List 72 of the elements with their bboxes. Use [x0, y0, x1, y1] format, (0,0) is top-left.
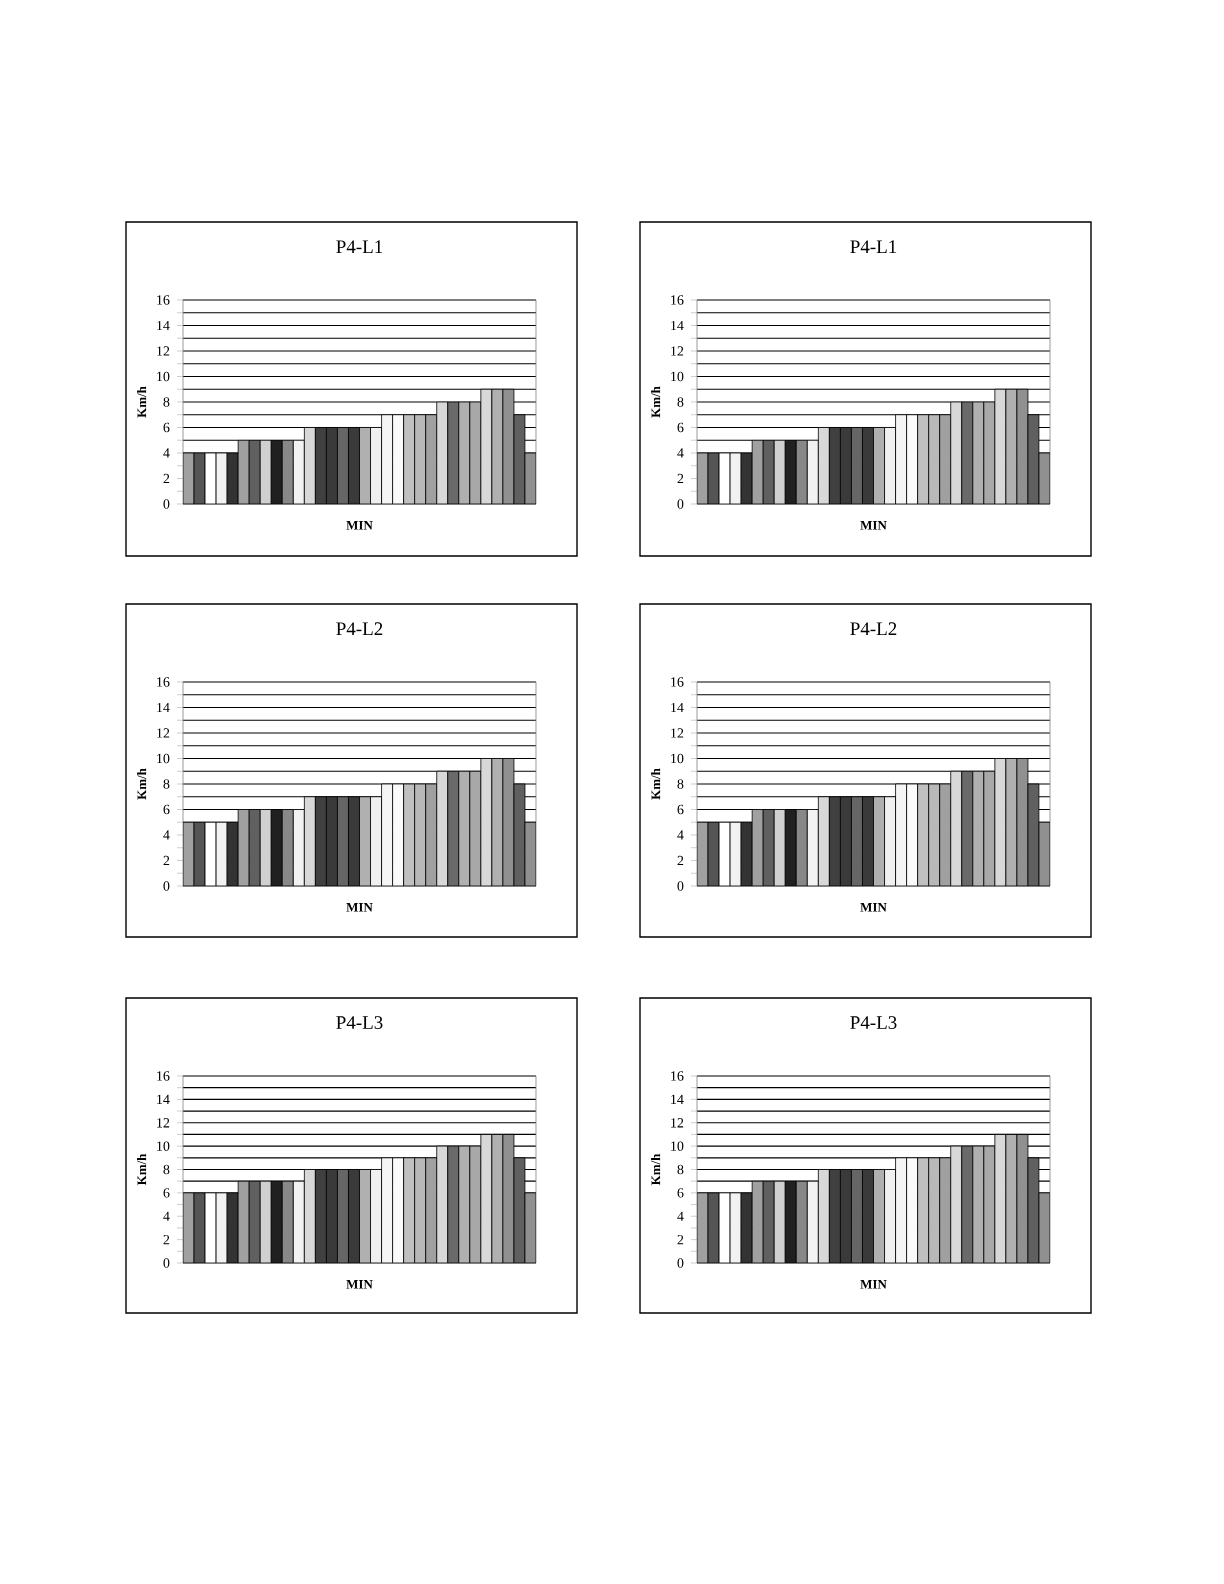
y-tick-label: 8 — [677, 779, 684, 789]
y-tick-label: 14 — [157, 702, 170, 713]
y-tick-label: 0 — [677, 1258, 684, 1268]
y-tick-label: 16 — [157, 677, 170, 687]
x-axis-title: MIN — [860, 1280, 887, 1289]
y-tick-label: 14 — [157, 1094, 170, 1104]
y-axis-title: Km/h — [651, 386, 661, 418]
y-tick-label: 8 — [677, 397, 684, 407]
y-tick-label: 10 — [157, 753, 170, 764]
y-tick-label: 10 — [157, 371, 170, 382]
y-tick-label: 6 — [677, 422, 684, 433]
y-tick-label: 8 — [677, 1164, 684, 1175]
y-tick-label: 4 — [163, 448, 170, 458]
y-tick-label: 6 — [677, 1188, 684, 1198]
chart-title: P4-L1 — [850, 240, 897, 253]
y-tick-label: 8 — [163, 1164, 170, 1175]
y-tick-label: 12 — [671, 728, 684, 738]
y-tick-label: 6 — [163, 804, 170, 815]
y-tick-label: 2 — [163, 1235, 170, 1245]
y-tick-label: 12 — [671, 346, 684, 356]
y-tick-label: 6 — [677, 804, 684, 815]
y-tick-label: 16 — [157, 295, 170, 305]
y-tick-label: 4 — [677, 1211, 684, 1221]
y-tick-label: 16 — [157, 1071, 170, 1081]
y-tick-label: 4 — [677, 830, 684, 840]
x-axis-title: MIN — [346, 521, 373, 530]
y-tick-label: 12 — [671, 1118, 684, 1128]
y-tick-label: 10 — [157, 1141, 170, 1151]
y-tick-label: 6 — [163, 422, 170, 433]
y-tick-label: 10 — [671, 1141, 684, 1151]
y-axis-title: Km/h — [137, 1153, 147, 1186]
y-tick-label: 2 — [163, 855, 170, 866]
y-tick-label: 8 — [163, 779, 170, 789]
y-tick-label: 16 — [671, 677, 684, 687]
y-tick-label: 0 — [677, 881, 684, 891]
y-tick-label: 0 — [163, 1258, 170, 1268]
y-tick-label: 0 — [677, 499, 684, 509]
y-tick-label: 14 — [671, 320, 684, 331]
chart-title: P4-L2 — [850, 622, 897, 635]
x-axis-title: MIN — [860, 903, 887, 912]
chart-title: P4-L1 — [336, 240, 383, 253]
y-tick-label: 10 — [671, 371, 684, 382]
y-tick-label: 2 — [677, 1235, 684, 1245]
y-tick-label: 0 — [163, 881, 170, 891]
y-axis-title: Km/h — [651, 768, 661, 800]
y-tick-label: 16 — [671, 1071, 684, 1081]
y-tick-label: 4 — [163, 830, 170, 840]
y-tick-label: 8 — [163, 397, 170, 407]
y-axis-title: Km/h — [651, 1153, 661, 1186]
y-tick-label: 4 — [163, 1211, 170, 1221]
chart-title: P4-L3 — [336, 1016, 383, 1029]
chart-title: P4-L2 — [336, 622, 383, 635]
y-tick-label: 14 — [157, 320, 170, 331]
y-tick-label: 2 — [677, 473, 684, 484]
x-axis-title: MIN — [346, 1280, 373, 1289]
y-tick-label: 2 — [677, 855, 684, 866]
y-tick-label: 12 — [157, 1118, 170, 1128]
y-tick-label: 14 — [671, 702, 684, 713]
y-tick-label: 12 — [157, 728, 170, 738]
y-tick-label: 2 — [163, 473, 170, 484]
y-tick-label: 6 — [163, 1188, 170, 1198]
y-tick-label: 10 — [671, 753, 684, 764]
y-tick-label: 14 — [671, 1094, 684, 1104]
x-axis-title: MIN — [860, 521, 887, 530]
y-axis-title: Km/h — [137, 386, 147, 418]
y-tick-label: 0 — [163, 499, 170, 509]
x-axis-title: MIN — [346, 903, 373, 912]
y-tick-label: 12 — [157, 346, 170, 356]
y-tick-label: 16 — [671, 295, 684, 305]
y-axis-title: Km/h — [137, 768, 147, 800]
chart-title: P4-L3 — [850, 1016, 897, 1029]
y-tick-label: 4 — [677, 448, 684, 458]
